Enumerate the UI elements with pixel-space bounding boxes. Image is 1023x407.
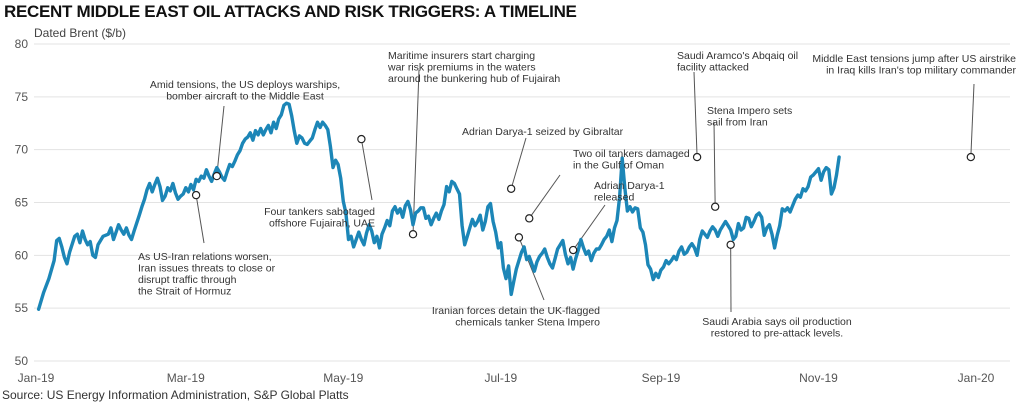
annotation-text: Adrian Darya-1 seized by Gibraltar (462, 126, 624, 138)
event-marker (514, 233, 524, 242)
x-tick-label: May-19 (323, 371, 363, 385)
annotation-leader (216, 105, 225, 177)
y-tick-label: 70 (15, 143, 29, 157)
x-tick-label: Nov-19 (799, 371, 838, 385)
event-marker (357, 134, 366, 144)
y-tick-label: 60 (15, 248, 29, 262)
y-tick-label: 50 (15, 354, 29, 368)
gridlines (34, 43, 1010, 362)
event-marker (212, 171, 221, 181)
x-tick-label: Mar-19 (167, 371, 205, 385)
event-marker (966, 152, 976, 162)
annotation-leader (510, 137, 527, 189)
event-marker (726, 240, 735, 249)
annotation-leader (572, 204, 606, 251)
x-tick-label: Jan-19 (18, 371, 55, 385)
annotation-leader (528, 174, 561, 219)
annotation-text: Middle East tensions jump after US airst… (812, 53, 1016, 77)
event-marker (692, 152, 702, 162)
annotation-text: Adrian Darya-1 released (594, 180, 665, 204)
annotation-text: Amid tensions, the US deploys warships, b… (150, 79, 340, 103)
x-tick-label: Sep-19 (642, 371, 681, 385)
annotation-text: Iranian forces detain the UK-flagged chem… (432, 305, 600, 329)
annotation-leader (693, 71, 698, 158)
annotation-text: Maritime insurers start charging war risk… (387, 50, 560, 85)
event-marker (506, 184, 516, 193)
event-marker (408, 229, 418, 239)
annotation-text: Saudi Aramco's Abqaiq oil facility attack… (677, 50, 798, 74)
y-tick-label: 75 (15, 90, 29, 104)
event-marker (525, 214, 534, 223)
y-tick-label: 80 (15, 37, 29, 51)
annotation-leader (360, 139, 373, 201)
annotation-leader (970, 83, 975, 158)
annotation-leader (412, 69, 420, 235)
annotation-text: As US-Iran relations worsen, Iran issues … (138, 251, 276, 298)
x-tick-label: Jan-20 (958, 371, 995, 385)
annotation-text: Two oil tankers damaged in the Gulf of Om… (573, 148, 690, 172)
event-markers (191, 134, 976, 255)
x-axis-ticks: Jan-19 Mar-19 May-19 Jul-19 Sep-19 Nov-19 Jan-… (18, 371, 995, 385)
event-marker (568, 245, 578, 255)
annotation-text: Four tankers sabotaged offshore Fujairah,… (264, 206, 375, 230)
y-tick-label: 55 (15, 301, 29, 315)
x-tick-label: Jul-19 (484, 371, 517, 385)
y-tick-label: 65 (15, 196, 29, 210)
annotation-leaders (195, 69, 975, 313)
y-axis-label: Dated Brent ($/b) (34, 26, 126, 40)
annotation-text: Saudi Arabia says oil production restored… (702, 316, 852, 340)
annotation-text: Stena Impero sets sail from Iran (707, 105, 792, 129)
annotation-leader (195, 195, 205, 244)
annotation-texts: Amid tensions, the US deploys warships, b… (138, 50, 1016, 340)
y-axis-ticks: 50 55 60 65 70 75 80 (15, 37, 29, 368)
event-marker (191, 190, 201, 200)
event-marker (710, 202, 720, 211)
annotation-leader (713, 121, 716, 207)
brent-price-line (36, 101, 841, 311)
chart-source: Source: US Energy Information Administra… (2, 388, 349, 402)
chart-title: RECENT MIDDLE EAST OIL ATTACKS AND RISK … (4, 2, 577, 21)
